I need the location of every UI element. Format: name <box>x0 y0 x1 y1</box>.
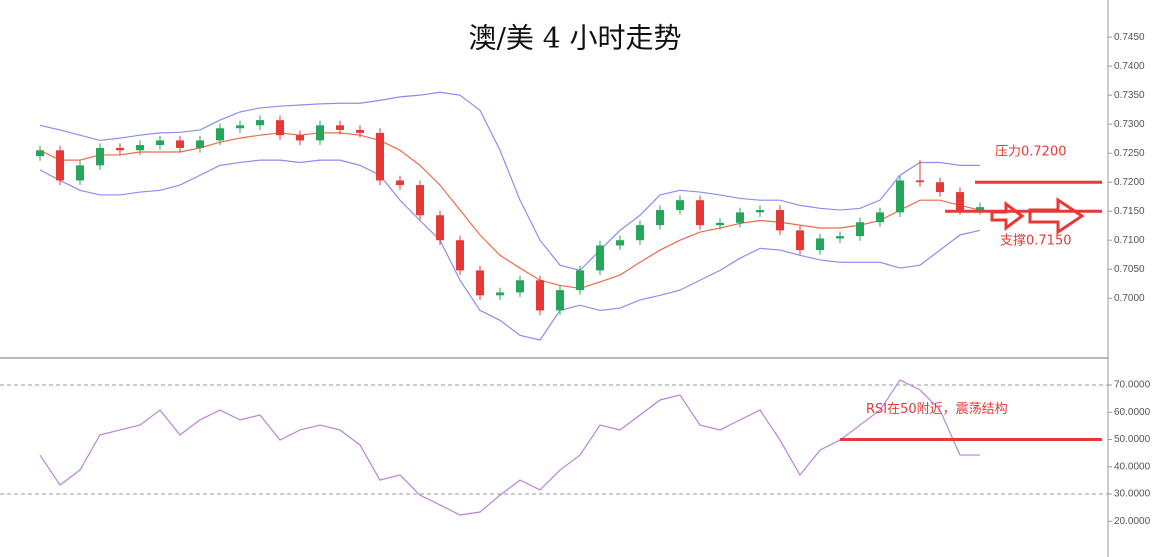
candle-body <box>456 240 464 271</box>
candle-body <box>236 125 244 129</box>
y-tick-label: 60.0000 <box>1114 407 1151 418</box>
candle-body <box>196 140 204 148</box>
candle-body <box>136 145 144 151</box>
candle-body <box>936 182 944 193</box>
candle-body <box>856 222 864 237</box>
candle-body <box>316 125 324 141</box>
candle-body <box>816 238 824 251</box>
candle-body <box>676 200 684 211</box>
candle-body <box>636 225 644 241</box>
arrow <box>990 201 1025 231</box>
candle-body <box>56 150 64 181</box>
candle-body <box>376 132 384 181</box>
candle-body <box>956 192 964 211</box>
band-line <box>39 159 981 341</box>
candle-body <box>876 212 884 223</box>
candle-body <box>256 120 264 126</box>
candle-body <box>596 245 604 271</box>
candle-body <box>496 292 504 296</box>
y-tick-label: 0.7050 <box>1114 264 1145 275</box>
candle-body <box>616 240 624 246</box>
candle-body <box>516 280 524 293</box>
candle-body <box>976 207 984 211</box>
candle-body <box>776 210 784 231</box>
chart-title: 澳/美 4 小时走势 <box>468 22 681 55</box>
y-tick-label: 0.7400 <box>1114 61 1145 72</box>
candle-body <box>796 230 804 251</box>
rsi-line <box>39 379 980 516</box>
candle-body <box>896 180 904 213</box>
y-tick-label: 0.7000 <box>1114 293 1145 304</box>
candle-body <box>716 222 724 226</box>
arrow <box>1028 197 1085 235</box>
candle-body <box>576 270 584 291</box>
candle-body <box>916 180 924 183</box>
y-tick-label: 20.0000 <box>1114 516 1151 527</box>
band-line <box>39 132 981 289</box>
annotation: RSI在50附近，震荡结构 <box>866 402 1008 417</box>
y-tick-label: 40.0000 <box>1114 461 1151 472</box>
candle-body <box>736 212 744 223</box>
y-tick-label: 0.7300 <box>1114 119 1145 130</box>
candle-body <box>836 236 844 239</box>
y-tick-label: 0.7250 <box>1114 148 1145 159</box>
candle-body <box>296 135 304 141</box>
candle-body <box>36 150 44 157</box>
candle-body <box>696 200 704 226</box>
candle-body <box>396 180 404 186</box>
candle-body <box>116 147 124 151</box>
y-tick-label: 70.0000 <box>1114 380 1151 391</box>
candle-body <box>436 215 444 241</box>
candle-body <box>756 210 764 213</box>
annotation: 压力0.7200 <box>995 145 1067 160</box>
candle-body <box>556 290 564 311</box>
candle-body <box>216 128 224 141</box>
candle-body <box>656 210 664 226</box>
y-tick-label: 0.7350 <box>1114 90 1145 101</box>
candle-body <box>156 140 164 146</box>
y-tick-label: 0.7200 <box>1114 177 1145 188</box>
candle-body <box>336 125 344 130</box>
annotation: 支撑0.7150 <box>1000 234 1072 249</box>
candle-body <box>276 120 284 136</box>
candle-body <box>416 185 424 216</box>
y-tick-label: 50.0000 <box>1114 434 1151 445</box>
y-tick-label: 0.7150 <box>1114 206 1145 217</box>
candle-body <box>476 270 484 296</box>
candle-body <box>356 129 364 133</box>
y-tick-label: 0.7450 <box>1114 32 1145 43</box>
candle-body <box>536 280 544 311</box>
candle-body <box>176 140 184 148</box>
candle-body <box>96 147 104 166</box>
band-line <box>39 91 980 272</box>
y-tick-label: 0.7100 <box>1114 235 1145 246</box>
y-tick-label: 30.0000 <box>1114 489 1151 500</box>
candle-body <box>76 165 84 181</box>
